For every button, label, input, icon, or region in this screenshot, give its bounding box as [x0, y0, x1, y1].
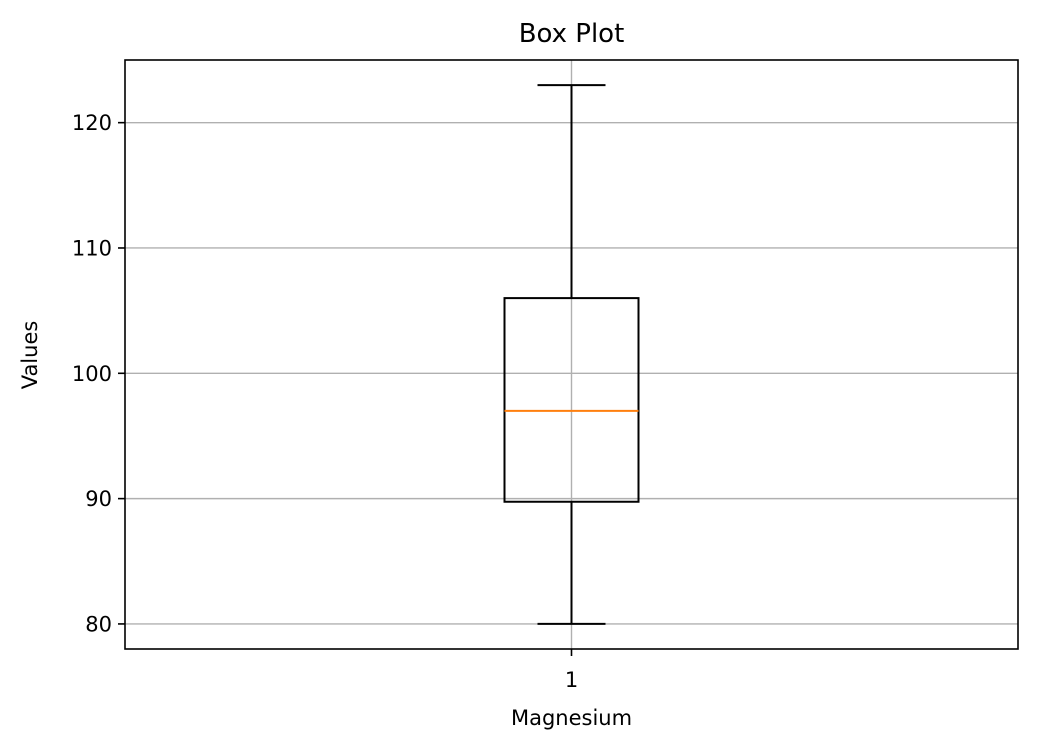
x-tick-label: 1	[565, 668, 578, 692]
y-tick-label: 90	[85, 487, 112, 511]
x-axis-ticks: 1	[565, 649, 578, 692]
box-group	[503, 84, 640, 625]
y-tick-label: 80	[85, 612, 112, 636]
y-tick-label: 120	[72, 111, 112, 135]
x-axis-label: Magnesium	[511, 706, 632, 730]
y-tick-label: 110	[72, 236, 112, 260]
y-axis-label: Values	[18, 321, 42, 390]
y-axis-ticks: 80 90 100 110 120	[72, 111, 125, 636]
box-iqr	[503, 297, 640, 503]
y-tick-label: 100	[72, 362, 112, 386]
box-layer	[503, 84, 640, 625]
chart-title: Box Plot	[519, 19, 625, 49]
